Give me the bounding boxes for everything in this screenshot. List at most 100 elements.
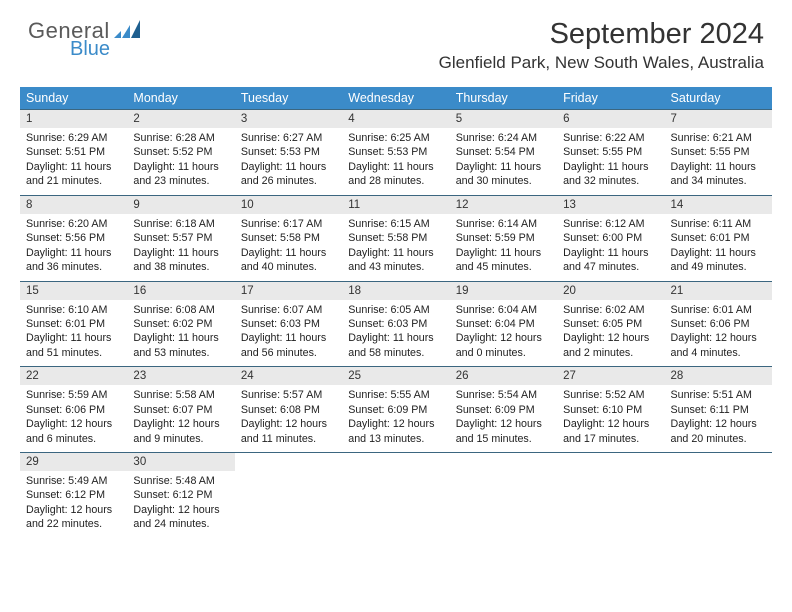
sunrise-text: Sunrise: 6:18 AM bbox=[133, 217, 228, 231]
date-body: Sunrise: 6:24 AMSunset: 5:54 PMDaylight:… bbox=[450, 128, 557, 195]
empty-cell bbox=[450, 453, 557, 538]
date-number: 24 bbox=[235, 367, 342, 385]
daylight-text: and 47 minutes. bbox=[563, 260, 658, 274]
date-body: Sunrise: 6:17 AMSunset: 5:58 PMDaylight:… bbox=[235, 214, 342, 281]
date-number: 15 bbox=[20, 282, 127, 300]
date-body: Sunrise: 5:52 AMSunset: 6:10 PMDaylight:… bbox=[557, 385, 664, 452]
date-cell: 14Sunrise: 6:11 AMSunset: 6:01 PMDayligh… bbox=[665, 195, 772, 281]
date-body: Sunrise: 6:08 AMSunset: 6:02 PMDaylight:… bbox=[127, 300, 234, 367]
daylight-text: and 38 minutes. bbox=[133, 260, 228, 274]
daylight-text: and 24 minutes. bbox=[133, 517, 228, 531]
sunrise-text: Sunrise: 6:12 AM bbox=[563, 217, 658, 231]
date-body: Sunrise: 6:28 AMSunset: 5:52 PMDaylight:… bbox=[127, 128, 234, 195]
sunset-text: Sunset: 5:51 PM bbox=[26, 145, 121, 159]
daylight-text: Daylight: 11 hours bbox=[26, 331, 121, 345]
sunrise-text: Sunrise: 5:51 AM bbox=[671, 388, 766, 402]
date-body: Sunrise: 6:27 AMSunset: 5:53 PMDaylight:… bbox=[235, 128, 342, 195]
date-body: Sunrise: 5:48 AMSunset: 6:12 PMDaylight:… bbox=[127, 471, 234, 538]
date-number: 2 bbox=[127, 110, 234, 128]
date-number: 14 bbox=[665, 196, 772, 214]
date-number: 17 bbox=[235, 282, 342, 300]
date-cell: 11Sunrise: 6:15 AMSunset: 5:58 PMDayligh… bbox=[342, 195, 449, 281]
date-cell: 30Sunrise: 5:48 AMSunset: 6:12 PMDayligh… bbox=[127, 453, 234, 538]
daylight-text: and 53 minutes. bbox=[133, 346, 228, 360]
daylight-text: Daylight: 12 hours bbox=[133, 503, 228, 517]
date-number: 1 bbox=[20, 110, 127, 128]
sunrise-text: Sunrise: 6:02 AM bbox=[563, 303, 658, 317]
daylight-text: Daylight: 12 hours bbox=[26, 503, 121, 517]
date-cell: 24Sunrise: 5:57 AMSunset: 6:08 PMDayligh… bbox=[235, 367, 342, 453]
daylight-text: Daylight: 12 hours bbox=[456, 417, 551, 431]
daylight-text: and 26 minutes. bbox=[241, 174, 336, 188]
sunset-text: Sunset: 5:58 PM bbox=[241, 231, 336, 245]
daylight-text: Daylight: 12 hours bbox=[671, 331, 766, 345]
date-body: Sunrise: 6:29 AMSunset: 5:51 PMDaylight:… bbox=[20, 128, 127, 195]
sunset-text: Sunset: 6:08 PM bbox=[241, 403, 336, 417]
date-cell: 21Sunrise: 6:01 AMSunset: 6:06 PMDayligh… bbox=[665, 281, 772, 367]
sunrise-text: Sunrise: 5:55 AM bbox=[348, 388, 443, 402]
daylight-text: Daylight: 11 hours bbox=[563, 160, 658, 174]
daylight-text: and 20 minutes. bbox=[671, 432, 766, 446]
sunrise-text: Sunrise: 6:25 AM bbox=[348, 131, 443, 145]
date-cell: 12Sunrise: 6:14 AMSunset: 5:59 PMDayligh… bbox=[450, 195, 557, 281]
daylight-text: and 30 minutes. bbox=[456, 174, 551, 188]
date-number: 3 bbox=[235, 110, 342, 128]
sunset-text: Sunset: 5:56 PM bbox=[26, 231, 121, 245]
daylight-text: Daylight: 11 hours bbox=[671, 246, 766, 260]
sunrise-text: Sunrise: 5:49 AM bbox=[26, 474, 121, 488]
daylight-text: and 17 minutes. bbox=[563, 432, 658, 446]
sunset-text: Sunset: 6:09 PM bbox=[456, 403, 551, 417]
sunrise-text: Sunrise: 6:27 AM bbox=[241, 131, 336, 145]
sunrise-text: Sunrise: 6:21 AM bbox=[671, 131, 766, 145]
date-number: 12 bbox=[450, 196, 557, 214]
daylight-text: Daylight: 11 hours bbox=[348, 246, 443, 260]
daylight-text: and 0 minutes. bbox=[456, 346, 551, 360]
sunset-text: Sunset: 6:04 PM bbox=[456, 317, 551, 331]
daylight-text: Daylight: 11 hours bbox=[26, 160, 121, 174]
date-number: 28 bbox=[665, 367, 772, 385]
daylight-text: and 45 minutes. bbox=[456, 260, 551, 274]
empty-cell bbox=[342, 453, 449, 538]
date-cell: 25Sunrise: 5:55 AMSunset: 6:09 PMDayligh… bbox=[342, 367, 449, 453]
sunset-text: Sunset: 6:00 PM bbox=[563, 231, 658, 245]
sunrise-text: Sunrise: 6:28 AM bbox=[133, 131, 228, 145]
empty-cell bbox=[665, 453, 772, 538]
week-row: 1Sunrise: 6:29 AMSunset: 5:51 PMDaylight… bbox=[20, 110, 772, 196]
date-cell: 6Sunrise: 6:22 AMSunset: 5:55 PMDaylight… bbox=[557, 110, 664, 196]
sunset-text: Sunset: 6:10 PM bbox=[563, 403, 658, 417]
date-body: Sunrise: 5:51 AMSunset: 6:11 PMDaylight:… bbox=[665, 385, 772, 452]
title-block: September 2024 Glenfield Park, New South… bbox=[439, 18, 764, 73]
date-body: Sunrise: 6:04 AMSunset: 6:04 PMDaylight:… bbox=[450, 300, 557, 367]
sunset-text: Sunset: 5:59 PM bbox=[456, 231, 551, 245]
date-number: 18 bbox=[342, 282, 449, 300]
sunrise-text: Sunrise: 5:54 AM bbox=[456, 388, 551, 402]
date-cell: 13Sunrise: 6:12 AMSunset: 6:00 PMDayligh… bbox=[557, 195, 664, 281]
daylight-text: and 36 minutes. bbox=[26, 260, 121, 274]
date-number: 4 bbox=[342, 110, 449, 128]
sunrise-text: Sunrise: 6:07 AM bbox=[241, 303, 336, 317]
sunrise-text: Sunrise: 6:24 AM bbox=[456, 131, 551, 145]
sunset-text: Sunset: 6:06 PM bbox=[26, 403, 121, 417]
sunset-text: Sunset: 5:57 PM bbox=[133, 231, 228, 245]
week-row: 15Sunrise: 6:10 AMSunset: 6:01 PMDayligh… bbox=[20, 281, 772, 367]
date-cell: 1Sunrise: 6:29 AMSunset: 5:51 PMDaylight… bbox=[20, 110, 127, 196]
date-number: 21 bbox=[665, 282, 772, 300]
sunrise-text: Sunrise: 6:08 AM bbox=[133, 303, 228, 317]
daylight-text: Daylight: 11 hours bbox=[133, 160, 228, 174]
date-number: 25 bbox=[342, 367, 449, 385]
sunrise-text: Sunrise: 6:01 AM bbox=[671, 303, 766, 317]
date-cell: 9Sunrise: 6:18 AMSunset: 5:57 PMDaylight… bbox=[127, 195, 234, 281]
sunrise-text: Sunrise: 6:15 AM bbox=[348, 217, 443, 231]
date-body: Sunrise: 5:55 AMSunset: 6:09 PMDaylight:… bbox=[342, 385, 449, 452]
sunrise-text: Sunrise: 6:22 AM bbox=[563, 131, 658, 145]
date-cell: 7Sunrise: 6:21 AMSunset: 5:55 PMDaylight… bbox=[665, 110, 772, 196]
sunset-text: Sunset: 6:01 PM bbox=[671, 231, 766, 245]
day-header-thursday: Thursday bbox=[450, 87, 557, 110]
daylight-text: Daylight: 11 hours bbox=[241, 160, 336, 174]
sunset-text: Sunset: 6:12 PM bbox=[133, 488, 228, 502]
daylight-text: Daylight: 12 hours bbox=[671, 417, 766, 431]
daylight-text: Daylight: 11 hours bbox=[563, 246, 658, 260]
sunset-text: Sunset: 5:53 PM bbox=[348, 145, 443, 159]
date-body: Sunrise: 6:22 AMSunset: 5:55 PMDaylight:… bbox=[557, 128, 664, 195]
day-header-tuesday: Tuesday bbox=[235, 87, 342, 110]
